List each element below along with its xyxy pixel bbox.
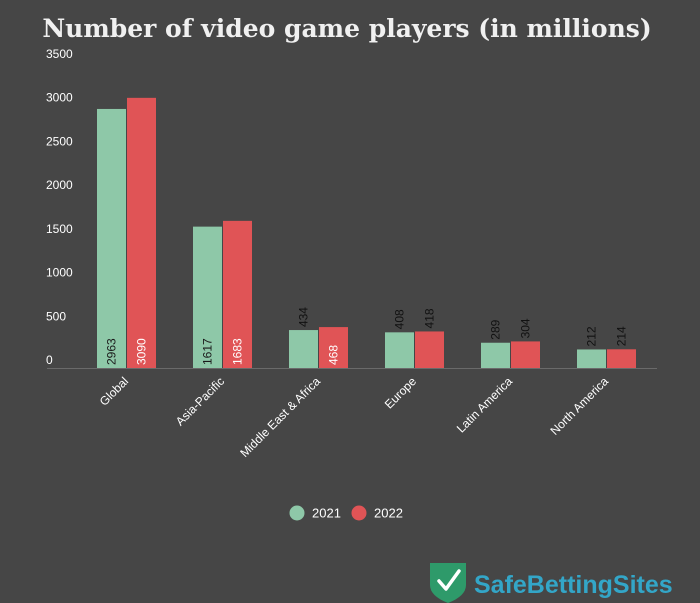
x-tick-label: Latin America (454, 374, 516, 436)
legend: 2021 2022 (289, 505, 403, 521)
data-label-2021-1: 1617 (201, 338, 215, 365)
shield-check-icon (430, 563, 466, 603)
y-tick-label: 2000 (46, 178, 73, 192)
bar-2021-0 (97, 108, 126, 368)
y-tick-label: 0 (46, 353, 53, 367)
x-tick-label: Europe (382, 374, 419, 411)
bar-2021-3 (385, 332, 414, 368)
x-tick-label: North America (547, 374, 611, 438)
data-label-2022-4: 304 (519, 318, 533, 338)
y-tick-label: 3500 (46, 47, 73, 61)
x-tick-label: Global (97, 374, 131, 408)
y-tick-label: 3000 (46, 91, 73, 105)
x-tick-label: Middle East & Africa (237, 374, 323, 460)
data-label-2021-2: 434 (297, 307, 311, 327)
x-axis: Global Asia-Pacific Middle East & Africa Eu… (97, 374, 612, 460)
brand-logo: SafeBettingSites (430, 563, 673, 603)
legend-marker-2022 (351, 505, 367, 521)
bar-2022-0 (127, 97, 156, 369)
data-label-2021-0: 2963 (105, 338, 119, 365)
data-label-2022-1: 1683 (231, 338, 245, 365)
bar-2022-1 (223, 220, 252, 368)
data-label-2021-5: 212 (585, 326, 599, 346)
chart-title: Number of video game players (in million… (42, 14, 651, 43)
bar-2021-1 (193, 226, 222, 368)
data-label-2021-3: 408 (393, 309, 407, 329)
bar-2021-2 (289, 330, 318, 368)
bar-2022-2 (319, 327, 348, 368)
bar-2022-4 (511, 341, 540, 368)
y-tick-label: 1500 (46, 222, 73, 236)
data-label-2021-4: 289 (489, 319, 503, 339)
bars: 2963 3090 1617 1683 434 468 408 418 289 304 212 214 (97, 97, 636, 369)
legend-marker-2021 (289, 505, 305, 521)
y-tick-label: 2500 (46, 134, 73, 148)
bar-2022-3 (415, 331, 444, 368)
data-label-2022-5: 214 (615, 326, 629, 346)
bar-2021-5 (577, 349, 606, 368)
brand-logo-text: SafeBettingSites (474, 571, 673, 599)
x-tick-label: Asia-Pacific (173, 374, 227, 428)
data-label-2022-0: 3090 (135, 338, 149, 365)
bar-2022-5 (607, 349, 636, 368)
data-label-2022-2: 468 (327, 345, 341, 365)
data-label-2022-3: 418 (423, 308, 437, 328)
legend-label-2021: 2021 (312, 506, 341, 521)
bar-2021-4 (481, 342, 510, 368)
y-axis: 0 500 1000 1500 2000 2500 3000 3500 (46, 47, 657, 369)
y-tick-label: 500 (46, 309, 66, 323)
legend-label-2022: 2022 (374, 506, 403, 521)
y-tick-label: 1000 (46, 266, 73, 280)
